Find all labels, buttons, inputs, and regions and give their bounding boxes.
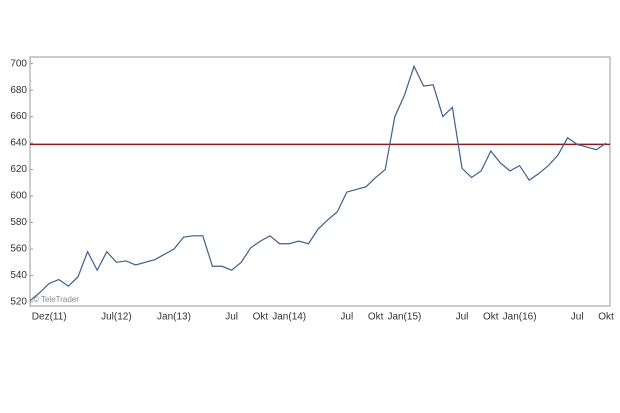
x-tick-label: Jan(16)	[503, 312, 537, 323]
x-tick-label: Jul	[456, 312, 469, 323]
y-tick-label: 580	[10, 217, 27, 228]
y-tick-label: 520	[10, 297, 27, 308]
x-tick-label: Okt	[368, 312, 384, 323]
x-tick-label: Okt	[253, 312, 269, 323]
y-tick-label: 640	[10, 138, 27, 149]
x-tick-label: Jul(12)	[101, 312, 132, 323]
y-tick-label: 680	[10, 85, 27, 96]
y-tick-label: 540	[10, 270, 27, 281]
x-tick-label: Jan(14)	[272, 312, 306, 323]
price-line	[29, 64, 607, 302]
watermark: © TeleTrader	[33, 295, 79, 304]
y-tick-label: 660	[10, 111, 27, 122]
plot-frame	[29, 56, 611, 307]
x-tick-label: Jan(15)	[387, 312, 421, 323]
y-tick-label: 600	[10, 191, 27, 202]
x-tick-label: Jul	[225, 312, 238, 323]
y-tick-label: 560	[10, 244, 27, 255]
x-tick-label: Okt	[483, 312, 499, 323]
x-tick-label: Jul	[571, 312, 584, 323]
y-tick-label: 620	[10, 164, 27, 175]
x-tick-label: Okt	[598, 312, 614, 323]
x-tick-label: Jan(13)	[157, 312, 191, 323]
x-tick-label: Dez(11)	[32, 312, 67, 323]
y-tick-label: 700	[10, 58, 27, 69]
x-tick-label: Jul	[340, 312, 353, 323]
